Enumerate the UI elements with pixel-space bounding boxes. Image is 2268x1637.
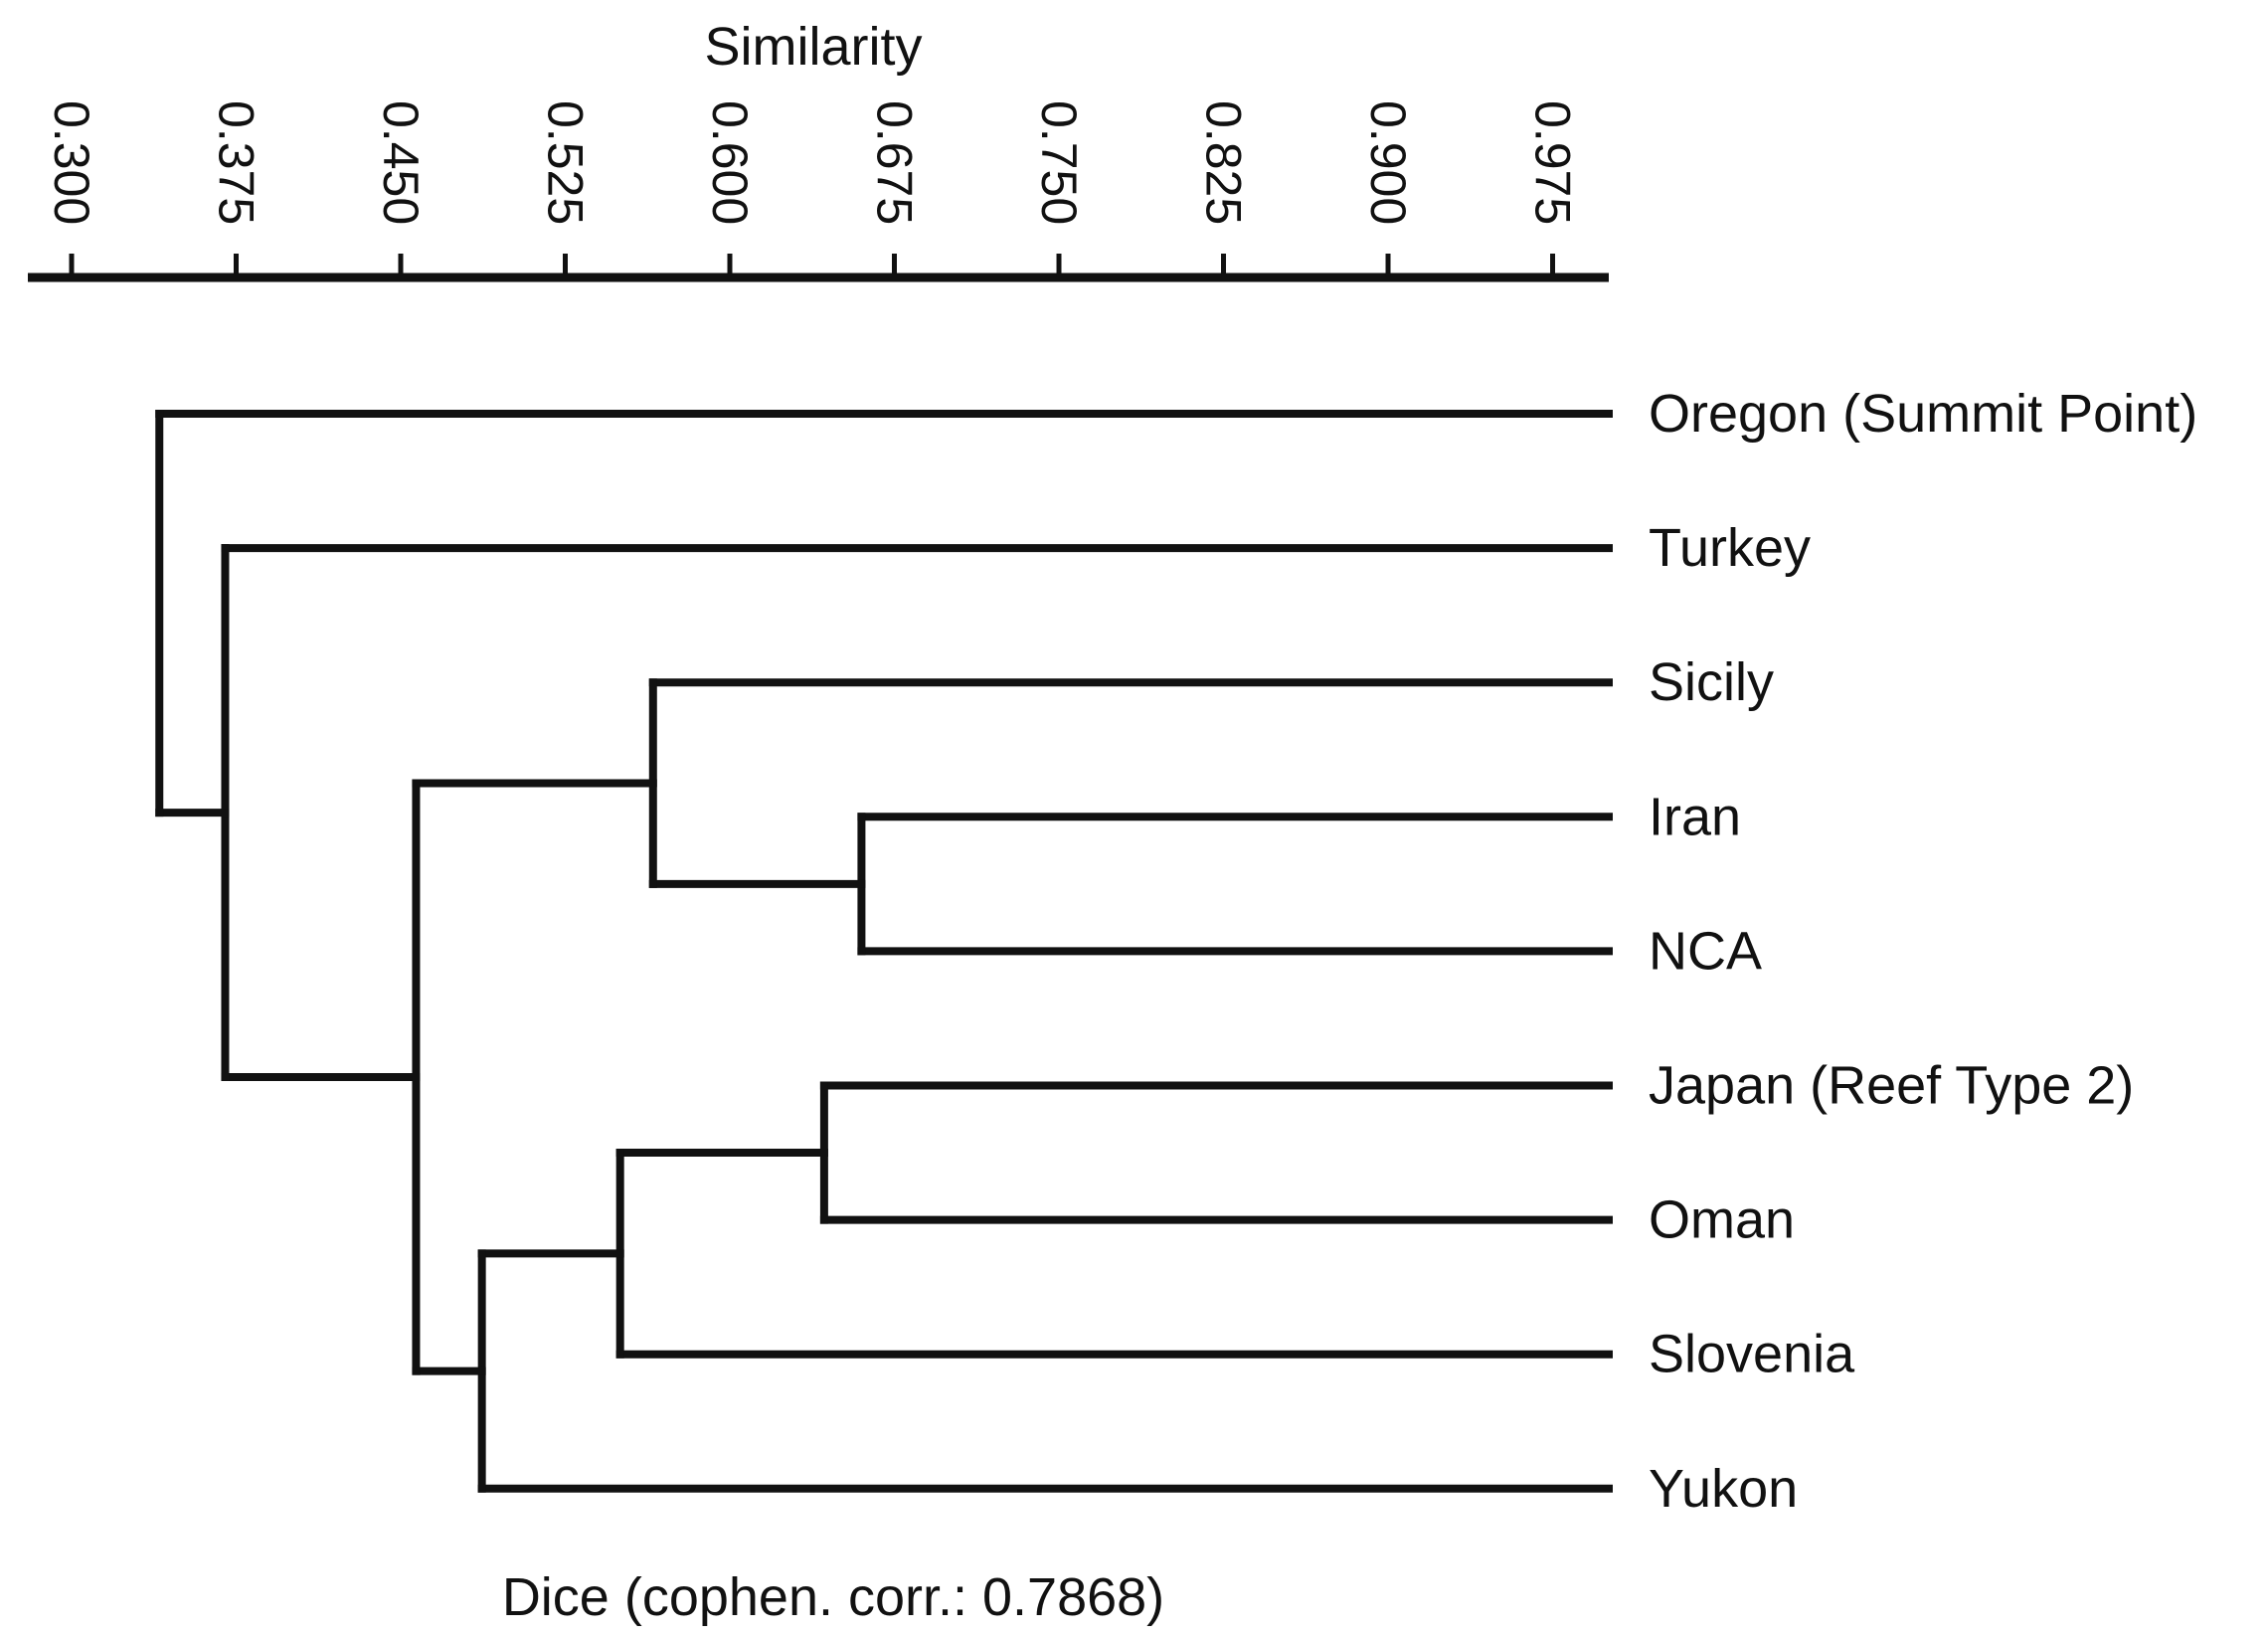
leaf-label: Turkey (1649, 518, 1811, 578)
leaf-label: Sicily (1649, 652, 1774, 712)
leaf-label: Iran (1649, 787, 1741, 846)
tick-label: 0.900 (1360, 100, 1416, 225)
tick-label: 0.600 (702, 100, 758, 225)
leaf-label: Japan (Reef Type 2) (1649, 1056, 2134, 1116)
tick-label: 0.375 (209, 100, 264, 225)
tick-label: 0.675 (867, 100, 923, 225)
leaf-label: Oregon (Summit Point) (1649, 384, 2197, 444)
leaf-label: Slovenia (1649, 1325, 1855, 1384)
dendrogram-branches (155, 410, 1613, 1493)
leaf-label: Oman (1649, 1190, 1795, 1250)
leaf-label: NCA (1649, 921, 1762, 981)
tick-label: 0.975 (1525, 100, 1581, 225)
tick-label: 0.450 (373, 100, 429, 225)
leaf-labels: Oregon (Summit Point) Turkey Sicily Iran NCA… (1649, 384, 2197, 1519)
leaf-label: Yukon (1649, 1459, 1798, 1519)
tick-label: 0.825 (1196, 100, 1252, 225)
tick-label: 0.525 (538, 100, 594, 225)
cophenetic-correlation-note: Dice (cophen. corr.: 0.7868) (502, 1567, 1164, 1627)
tick-label: 0.750 (1031, 100, 1087, 225)
axis-title: Similarity (704, 17, 922, 77)
tick-label: 0.300 (44, 100, 99, 225)
axis-ticks: 0.300 0.375 0.450 0.525 0.600 0.675 0.750 0.825… (44, 100, 1581, 277)
